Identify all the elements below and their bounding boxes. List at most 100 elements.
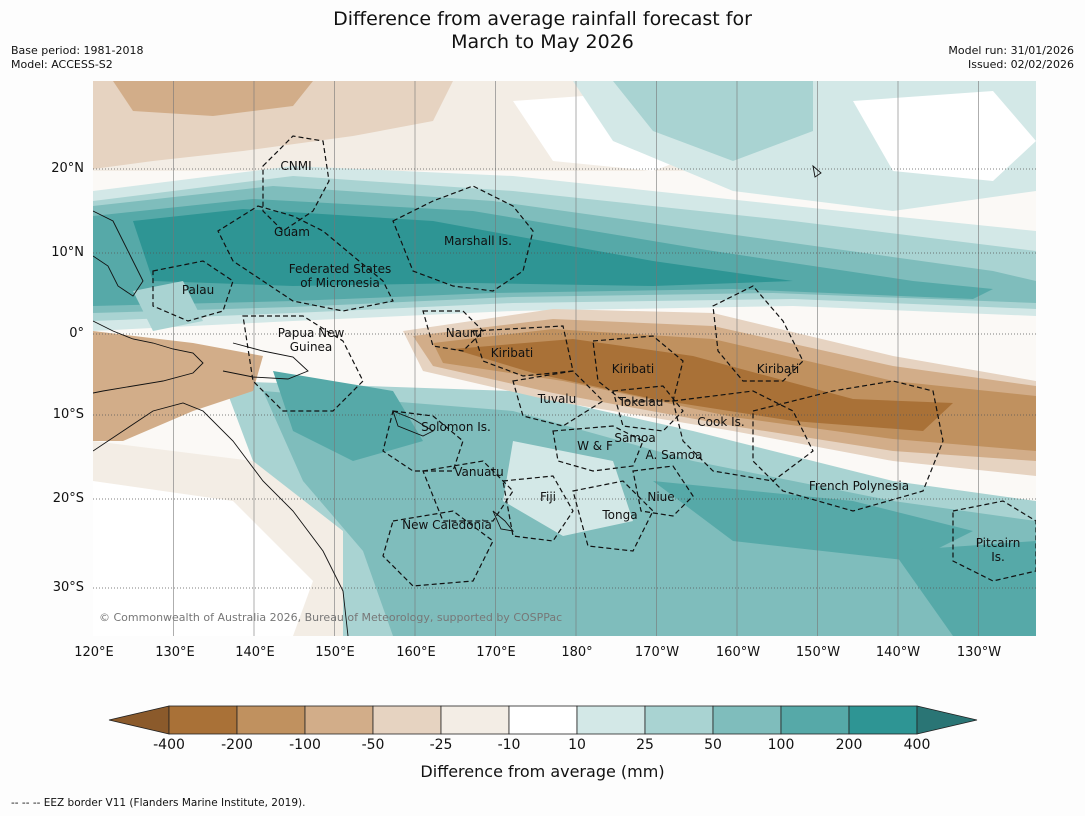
colorbar-swatch--10-to-10 [508,705,578,735]
patch-tonga-teal [653,481,973,561]
model-name: Model: ACCESS-S2 [11,58,113,71]
colorbar-swatch--100-to--50 [304,705,374,735]
colorbar-label: Difference from average (mm) [420,762,665,781]
label-kiribati-line: Kiribati [756,362,800,376]
label-fsm-line1: Federated States [288,262,392,276]
y-tick-10s: 10°S [52,407,84,422]
label-tonga: Tonga [602,508,638,522]
band-itcz-5 [133,209,793,286]
y-tick-0: 0° [69,326,84,341]
rainfall-map [93,81,1036,636]
label-kiribati-gilbert: Kiribati [490,346,534,360]
y-tick-30s: 30°S [52,580,84,595]
label-pitcairn: Pitcairn Is. [976,536,1021,564]
band-dry-4 [453,339,953,431]
coast-png [222,342,309,380]
patch-ne-white [853,91,1036,181]
colorbar-swatch-10-to-25 [576,705,646,735]
eez-borders [152,135,1036,587]
y-tick-20s: 20°S [52,491,84,506]
x-tick-140e: 140°E [235,645,275,660]
band-south-teal-2 [263,391,1036,636]
x-tick-140w: 140°W [875,645,921,660]
label-wallis-futuna: W & F [577,439,613,453]
title-line-2: March to May 2026 [451,31,634,53]
coastlines [93,164,822,636]
graticule-meridians [173,81,979,636]
x-tick-130w: 130°W [956,645,1002,660]
eez-fiji [502,475,574,542]
band-australia-white [93,481,313,636]
colorbar-swatch-25-to-50 [644,705,714,735]
x-tick-180: 180° [561,645,593,660]
meta-left: Base period: 1981-2018 Model: ACCESS-S2 [11,44,143,72]
x-tick-150w: 150°W [795,645,841,660]
eez-niue [632,465,694,517]
colorbar-tick: -50 [361,737,385,753]
label-tuvalu: Tuvalu [537,392,577,406]
colorbar-tick: 50 [704,737,722,753]
label-marshall-islands: Marshall Is. [444,234,512,248]
label-french-polynesia: French Polynesia [808,479,910,493]
colorbar-tick: 400 [903,737,931,753]
colorbar-tick: 200 [835,737,863,753]
label-samoa: Samoa [614,431,656,445]
x-tick-160w: 160°W [715,645,761,660]
colorbar-swatch--200-to--100 [236,705,306,735]
x-tick-150e: 150°E [315,645,355,660]
x-tick-170e: 170°E [476,645,516,660]
eez-palau [152,260,234,322]
colorbar-tick: 100 [767,737,795,753]
map-area [93,81,1036,636]
y-tick-20n: 20°N [51,161,84,176]
colorbar-extend-high [916,705,978,735]
colorbar-swatch-100-to-200 [780,705,850,735]
colorbar-tick: 25 [636,737,654,753]
coast-new-caledonia [492,510,515,532]
label-pitcairn-line1: Pitcairn [975,536,1021,550]
issued-date: Issued: 02/02/2026 [967,58,1074,71]
eez-kiribati-line [712,285,804,382]
eez-cook [672,390,814,482]
label-palau: Palau [181,283,215,297]
coast-hawaii [812,164,822,178]
eez-png [242,315,364,412]
patch-vanuatu-light [503,441,633,536]
label-png-line2: Guinea [289,340,333,354]
patch-se-teal [893,541,1036,636]
eez-solomon [382,410,464,472]
x-tick-130e: 130°E [155,645,195,660]
label-fsm-line2: of Micronesia [300,276,380,290]
patch-solomon-teal [273,371,423,461]
colorbar-swatches [108,705,978,735]
band-ne-teal-2 [613,81,813,161]
label-nauru: Nauru [445,326,483,340]
colorbar-swatch--25-to--10 [440,705,510,735]
eez-marshall [392,185,534,292]
coast-solomon [392,410,434,437]
colorbar-tick: -400 [153,737,185,753]
label-cook-islands: Cook Is. [697,415,745,429]
x-tick-170w: 170°W [634,645,680,660]
colorbar-tick: -200 [221,737,253,753]
coast-philippines [93,210,144,297]
label-cnmi: CNMI [280,159,312,173]
label-png-line1: Papua New [277,326,345,340]
label-png: Papua New Guinea [278,326,345,354]
y-tick-10n: 10°N [51,245,84,260]
label-pitcairn-line2: Is. [991,550,1005,564]
eez-nauru [422,310,484,352]
colorbar-swatch--50-to--25 [372,705,442,735]
eez-footnote: -- -- -- EEZ border V11 (Flanders Marine… [11,797,306,809]
label-solomon-islands: Solomon Is. [421,420,491,434]
label-tokelau: Tokelau [618,395,664,409]
patch-west-brown [93,331,263,441]
map-title: Difference from average rainfall forecas… [0,8,1085,54]
label-kiribati-phoenix: Kiribati [611,362,655,376]
colorbar-tick: -100 [289,737,321,753]
label-guam: Guam [274,225,310,239]
patch-philippines-teal [133,281,203,331]
x-tick-160e: 160°E [396,645,436,660]
colorbar-tick: -25 [429,737,453,753]
eez-cnmi [262,135,330,232]
